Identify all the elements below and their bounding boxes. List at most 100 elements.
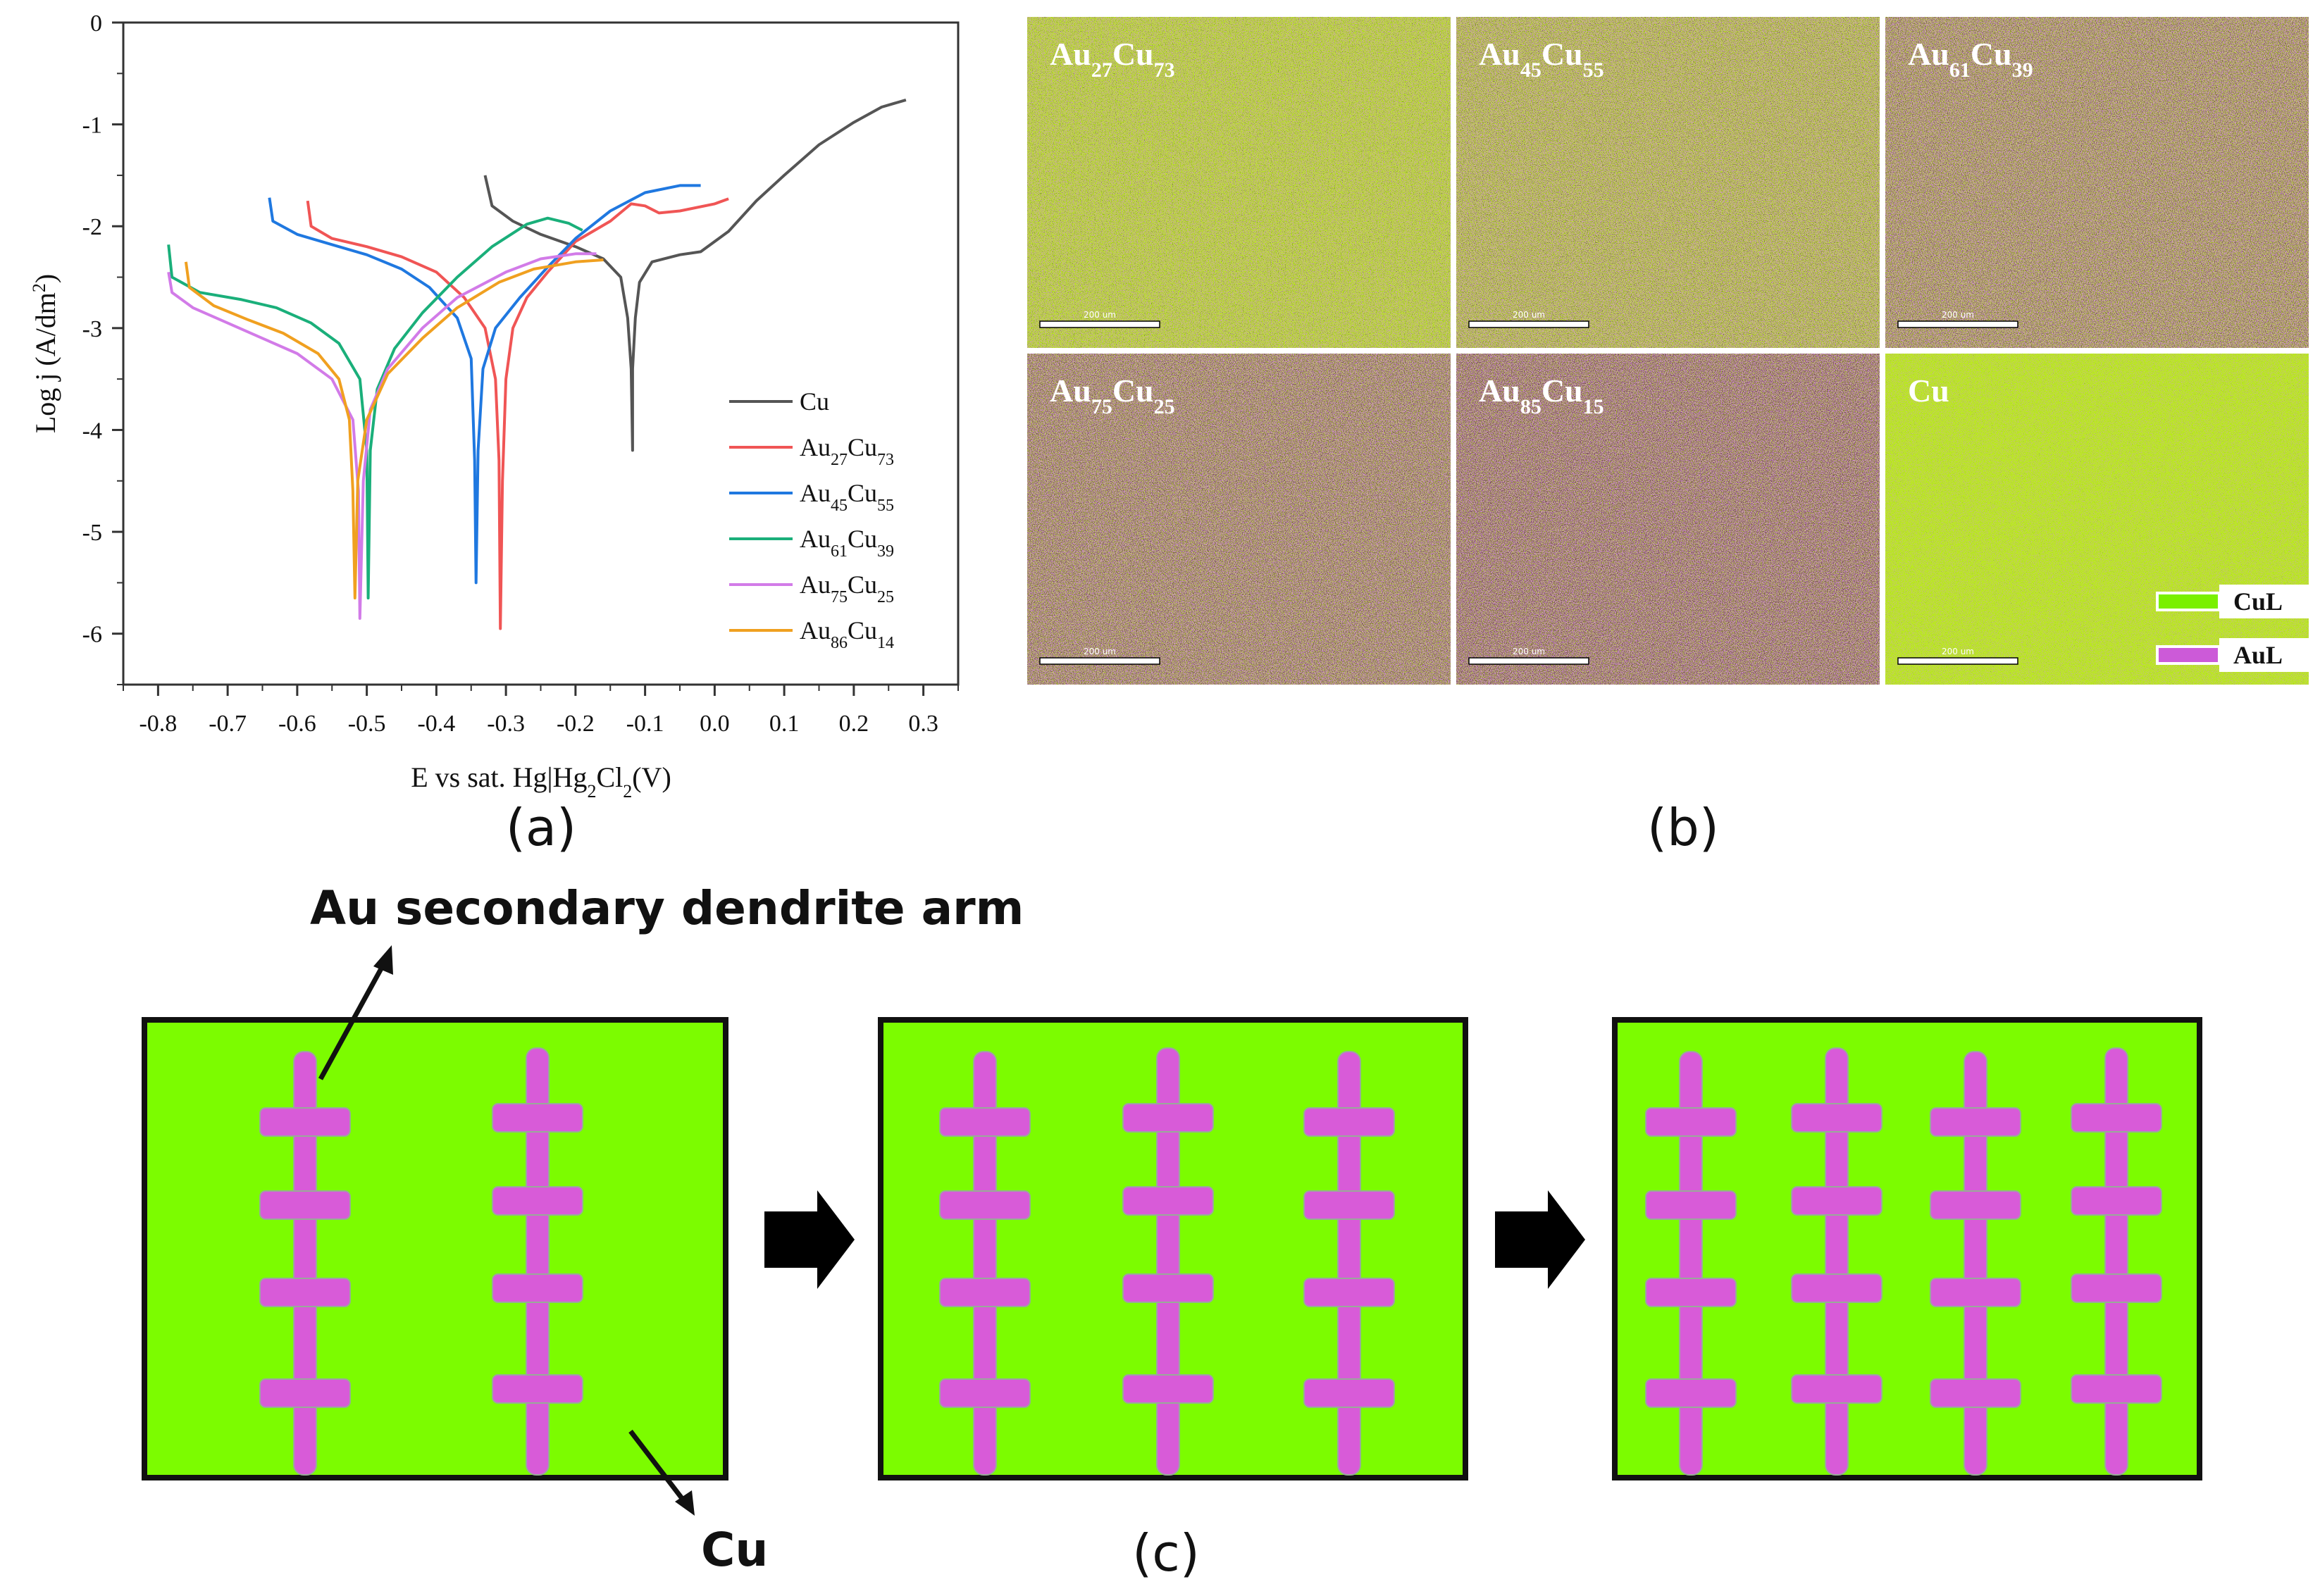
scale-bar <box>1039 320 1160 328</box>
x-tick-label: -0.1 <box>626 711 664 737</box>
x-tick-label: -0.3 <box>487 711 525 737</box>
au-arrow <box>318 945 393 1080</box>
legend-label-au27cu73: Au27Cu73 <box>800 433 894 469</box>
secondary-arm <box>939 1278 1031 1307</box>
eds-maps: Au27Cu73 200 um Au45Cu55 200 um Au61Cu39 200 … <box>1025 14 2312 857</box>
y-tick-label: -6 <box>82 622 102 648</box>
x-tick-label: -0.7 <box>209 711 247 737</box>
eds-map-tile: Au61Cu39 200 um <box>1885 17 2309 348</box>
plot-frame <box>122 21 960 686</box>
scale-bar-label: 200 um <box>1513 647 1545 656</box>
secondary-arm <box>1645 1190 1737 1220</box>
secondary-arm <box>1303 1278 1395 1307</box>
x-ticks: -0.8 -0.7 -0.6 -0.5 -0.4 -0.3 -0.2 -0.1 0.0 0.1 0.… <box>123 685 959 737</box>
scale-bar-label: 200 um <box>1084 647 1116 656</box>
secondary-arm <box>1122 1186 1214 1216</box>
tile-label: Au45Cu55 <box>1479 36 1604 82</box>
series-layer <box>167 98 907 630</box>
secondary-arm <box>1645 1378 1737 1408</box>
map-legend-swatch <box>2159 648 2218 662</box>
au-dendrite <box>259 1051 351 1476</box>
series-line-au86cu14 <box>184 258 604 600</box>
tile-label: Au27Cu73 <box>1050 36 1175 82</box>
cu-label: Cu <box>701 1523 768 1577</box>
panel-label-b: (b) <box>1647 798 1719 857</box>
dendrite-schematic: Au secondary dendrite arm Cu (c) <box>142 881 2202 1583</box>
secondary-arm <box>2071 1374 2162 1404</box>
map-legend-label: AuL <box>2233 641 2283 669</box>
secondary-arm <box>1303 1378 1395 1408</box>
y-tick-label: -1 <box>82 113 102 139</box>
secondary-arm <box>1930 1190 2021 1220</box>
scale-bar-label: 200 um <box>1942 647 1974 656</box>
y-tick-label: -5 <box>82 520 102 546</box>
arrow-right-icon <box>1495 1190 1585 1289</box>
eds-map-tile: Au27Cu73 200 um <box>1027 17 1451 348</box>
arrow-right-icon <box>764 1190 855 1289</box>
tile-label: Cu <box>1908 373 1949 409</box>
au-dendrite <box>1122 1047 1214 1476</box>
secondary-arm <box>2071 1186 2162 1216</box>
secondary-arm <box>1791 1273 1882 1303</box>
secondary-arm <box>1645 1107 1737 1137</box>
secondary-arm <box>492 1273 583 1303</box>
x-tick-label: -0.2 <box>557 711 595 737</box>
tile-label: Au85Cu15 <box>1479 373 1604 418</box>
secondary-arm <box>1645 1278 1737 1307</box>
secondary-arm <box>259 1378 351 1408</box>
secondary-arm <box>1122 1273 1214 1303</box>
au-dendrite <box>1303 1051 1395 1476</box>
secondary-arm <box>1791 1374 1882 1404</box>
y-axis-label: Log j (A/dm2) <box>29 274 62 433</box>
y-tick-label: 0 <box>90 11 102 37</box>
legend-label-cu: Cu <box>800 387 829 416</box>
eds-map-tile: Au75Cu25 200 um <box>1027 354 1451 685</box>
scale-bar <box>1897 320 2018 328</box>
series-line-au61cu39 <box>167 216 583 600</box>
au-dendrite <box>1791 1047 1882 1476</box>
secondary-arm <box>1303 1190 1395 1220</box>
scale-bar <box>1468 320 1589 328</box>
chart-legend: Cu Au27Cu73 Au45Cu55 Au61Cu39 Au75Cu25 Au86Cu… <box>729 387 894 652</box>
x-tick-label: -0.6 <box>278 711 316 737</box>
eds-map-tile: Au85Cu15 200 um <box>1456 354 1880 685</box>
legend-label-au86cu14: Au86Cu14 <box>800 616 894 652</box>
x-tick-label: -0.8 <box>139 711 177 737</box>
map-legend-label: CuL <box>2233 587 2283 616</box>
panel-label-c: (c) <box>1132 1523 1200 1583</box>
x-tick-label: 0.1 <box>769 711 800 737</box>
secondary-arm <box>2071 1273 2162 1303</box>
series-line-au27cu73 <box>306 197 729 630</box>
eds-map-tile: Cu 200 um <box>1885 354 2309 685</box>
secondary-arm <box>1930 1378 2021 1408</box>
secondary-arm <box>492 1186 583 1216</box>
map-legend-label-bg <box>2219 638 2309 672</box>
scale-bar-label: 200 um <box>1084 310 1116 320</box>
secondary-arm <box>259 1278 351 1307</box>
au-dendrite-label: Au secondary dendrite arm <box>310 881 1024 935</box>
au-dendrite <box>939 1051 1031 1476</box>
secondary-arm <box>1122 1374 1214 1404</box>
secondary-arm <box>259 1190 351 1220</box>
au-dendrite <box>1645 1051 1737 1476</box>
au-dendrite <box>2071 1047 2162 1476</box>
y-tick-label: -4 <box>82 418 102 444</box>
x-tick-label: -0.4 <box>417 711 455 737</box>
scale-bar-label: 200 um <box>1513 310 1545 320</box>
legend-label-au75cu25: Au75Cu25 <box>800 571 894 606</box>
au-dendrite <box>1930 1051 2021 1476</box>
secondary-arm <box>939 1190 1031 1220</box>
panel-label-a: (a) <box>506 798 576 857</box>
secondary-arm <box>1122 1103 1214 1133</box>
tile-label: Au75Cu25 <box>1050 373 1175 418</box>
x-axis-label: E vs sat. Hg|Hg2Cl2(V) <box>411 761 671 802</box>
secondary-arm <box>939 1378 1031 1408</box>
series-line-au75cu25 <box>167 252 597 620</box>
secondary-arm <box>939 1107 1031 1137</box>
map-legend-swatch <box>2159 594 2218 609</box>
y-tick-label: -3 <box>82 316 102 342</box>
schematic-box <box>1612 1017 2202 1480</box>
secondary-arm <box>259 1107 351 1137</box>
x-tick-label: 0.3 <box>908 711 938 737</box>
